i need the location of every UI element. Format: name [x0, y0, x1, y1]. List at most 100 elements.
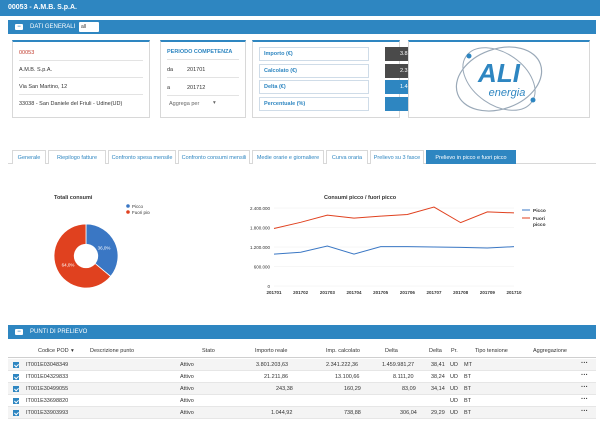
cell-pr: UD	[450, 398, 458, 404]
cell-delta-pct: 29,29	[431, 410, 445, 416]
page-title: 00053 - A.M.B. S.p.A.	[0, 0, 600, 16]
cell-calcolato: 2.341.222,36	[326, 362, 359, 368]
importi-card: Importo (€) 3.823.703,79 Calcolato (€) 2…	[252, 40, 447, 118]
cell-pod[interactable]: IT001E30499055	[26, 386, 69, 392]
aggregation-select[interactable]: all	[79, 22, 99, 32]
aggrega-select[interactable]: Aggrega per	[169, 101, 200, 107]
cell-pod[interactable]: IT001E33903993	[26, 410, 69, 416]
row-menu-icon[interactable]: ···	[581, 360, 588, 367]
table-header: Codice POD ▾ Descrizione punto Stato Imp…	[8, 346, 596, 358]
collapse-icon[interactable]: −	[15, 329, 23, 335]
y-tick-label: 0	[267, 284, 270, 289]
cell-pr: UD	[450, 410, 458, 416]
row-checkbox[interactable]	[13, 410, 19, 416]
cell-reale: 21.211,86	[264, 374, 289, 380]
a-input[interactable]: 201712	[187, 85, 206, 91]
legend-label: picco	[533, 222, 546, 228]
punti-header: − PUNTI DI PRELIEVO	[8, 325, 596, 339]
tab-prelievo-fasce[interactable]: Prelievo su 3 fasce	[370, 150, 424, 164]
y-tick-label: 2.400.000	[250, 206, 271, 211]
cell-tensione: BT	[464, 410, 472, 416]
logo-energia-text: energia	[489, 87, 526, 99]
pie-title: Totali consumi	[54, 195, 93, 201]
cell-tensione: BT	[464, 374, 472, 380]
client-address: Via San Martino, 12	[19, 84, 68, 90]
row-checkbox[interactable]	[13, 362, 19, 368]
row-checkbox[interactable]	[13, 386, 19, 392]
line-title: Consumi picco / fuori picco	[324, 195, 397, 201]
col-stato[interactable]: Stato	[202, 348, 215, 354]
row-menu-icon[interactable]: ···	[581, 384, 588, 391]
sort-down-icon[interactable]: ▾	[71, 348, 74, 354]
row-menu-icon[interactable]: ···	[581, 396, 588, 403]
line-series-picco[interactable]	[273, 245, 515, 255]
col-delta[interactable]: Delta	[385, 348, 398, 354]
tab-medie-orarie[interactable]: Medie orarie e giornaliere	[252, 150, 324, 164]
legend-marker	[126, 210, 130, 214]
chevron-down-icon[interactable]: ▾	[213, 100, 216, 106]
tab-riepilogo-fatture[interactable]: Riepilogo fatture	[48, 150, 106, 164]
cell-delta: 83,09	[402, 386, 416, 392]
col-delta-pct[interactable]: Delta	[429, 348, 442, 354]
col-aggregazione[interactable]: Aggregazione	[533, 348, 567, 354]
legend-label: Picco	[533, 208, 546, 214]
cell-pod[interactable]: IT001E33698820	[26, 398, 69, 404]
cell-reale: 1.044,92	[271, 410, 293, 416]
cell-calcolato: 738,88	[344, 410, 361, 416]
x-tick-label: 201706	[400, 290, 416, 295]
table-row[interactable]: IT001E03048349 Attivo 3.801.203,63 2.341…	[8, 359, 596, 371]
row-checkbox[interactable]	[13, 398, 19, 404]
collapse-icon[interactable]: −	[15, 24, 23, 30]
x-tick-label: 201704	[346, 290, 362, 295]
legend-label: Fuori	[533, 216, 545, 222]
tab-generale[interactable]: Generale	[12, 150, 46, 164]
x-tick-label: 201708	[453, 290, 469, 295]
tab-bar: Generale Riepilogo fatture Confronto spe…	[8, 150, 596, 164]
cell-delta: 306,04	[400, 410, 417, 416]
table-row[interactable]: IT001E33903993 Attivo 1.044,92 738,88 30…	[8, 407, 596, 419]
pie-hole	[73, 243, 99, 269]
row-menu-icon[interactable]: ···	[581, 372, 588, 379]
x-tick-label: 201710	[506, 290, 522, 295]
col-importo-reale[interactable]: Importo reale	[255, 348, 288, 354]
client-card: 00053 A.M.B. S.p.A. Via San Martino, 12 …	[12, 40, 150, 118]
client-code: 00053	[19, 50, 35, 56]
logo-ali-text: ALI	[477, 58, 521, 88]
cell-delta-pct: 38,24	[431, 374, 445, 380]
table-row[interactable]: IT001E33698820 Attivo UD BT ···	[8, 395, 596, 407]
cell-pod[interactable]: IT001E04329833	[26, 374, 69, 380]
col-codice-pod[interactable]: Codice POD	[38, 348, 69, 354]
line-series-fuori-picco[interactable]	[273, 206, 515, 229]
y-tick-label: 600.000	[254, 264, 271, 269]
cell-delta: 8.111,20	[393, 374, 414, 380]
y-tick-label: 1.800.000	[250, 225, 271, 230]
tab-curva-oraria[interactable]: Curva oraria	[326, 150, 368, 164]
pie-data-label: 64,0%	[62, 262, 75, 267]
tab-prelievo-picco[interactable]: Prelievo in picco e fuori picco	[426, 150, 516, 164]
pie-slice-picco[interactable]	[85, 223, 119, 277]
dati-generali-header: − DATI GENERALI all	[8, 20, 596, 34]
table-row[interactable]: IT001E04329833 Attivo 21.211,86 13.100,6…	[8, 371, 596, 383]
col-tipo-tensione[interactable]: Tipo tensione	[475, 348, 508, 354]
x-tick-label: 201707	[426, 290, 442, 295]
row-checkbox[interactable]	[13, 374, 19, 380]
cell-pod[interactable]: IT001E03048349	[26, 362, 69, 368]
calcolato-label: Calcolato (€)	[259, 64, 369, 78]
tab-confronto-consumi[interactable]: Confronto consumi mensili	[178, 150, 250, 164]
cell-tensione: BT	[464, 386, 472, 392]
y-tick-label: 1.200.000	[250, 245, 271, 250]
tab-confronto-spesa[interactable]: Confronto spesa mensile	[108, 150, 176, 164]
x-tick-label: 201705	[373, 290, 389, 295]
table-row[interactable]: IT001E30499055 Attivo 243,38 160,29 83,0…	[8, 383, 596, 395]
cell-delta: 1.459.981,27	[382, 362, 415, 368]
client-name: A.M.B. S.p.A.	[19, 67, 53, 73]
col-descrizione[interactable]: Descrizione punto	[90, 348, 135, 354]
periodo-card: PERIODO COMPETENZA da 201701 a 201712 Ag…	[160, 40, 246, 118]
cell-stato: Attivo	[180, 362, 194, 368]
da-input[interactable]: 201701	[187, 67, 206, 73]
row-menu-icon[interactable]: ···	[581, 408, 588, 415]
col-imp-calcolato[interactable]: Imp. calcolato	[326, 348, 360, 354]
client-city: 33038 - San Daniele del Friuli - Udine(U…	[19, 101, 123, 107]
col-pr[interactable]: Pr.	[451, 348, 458, 354]
